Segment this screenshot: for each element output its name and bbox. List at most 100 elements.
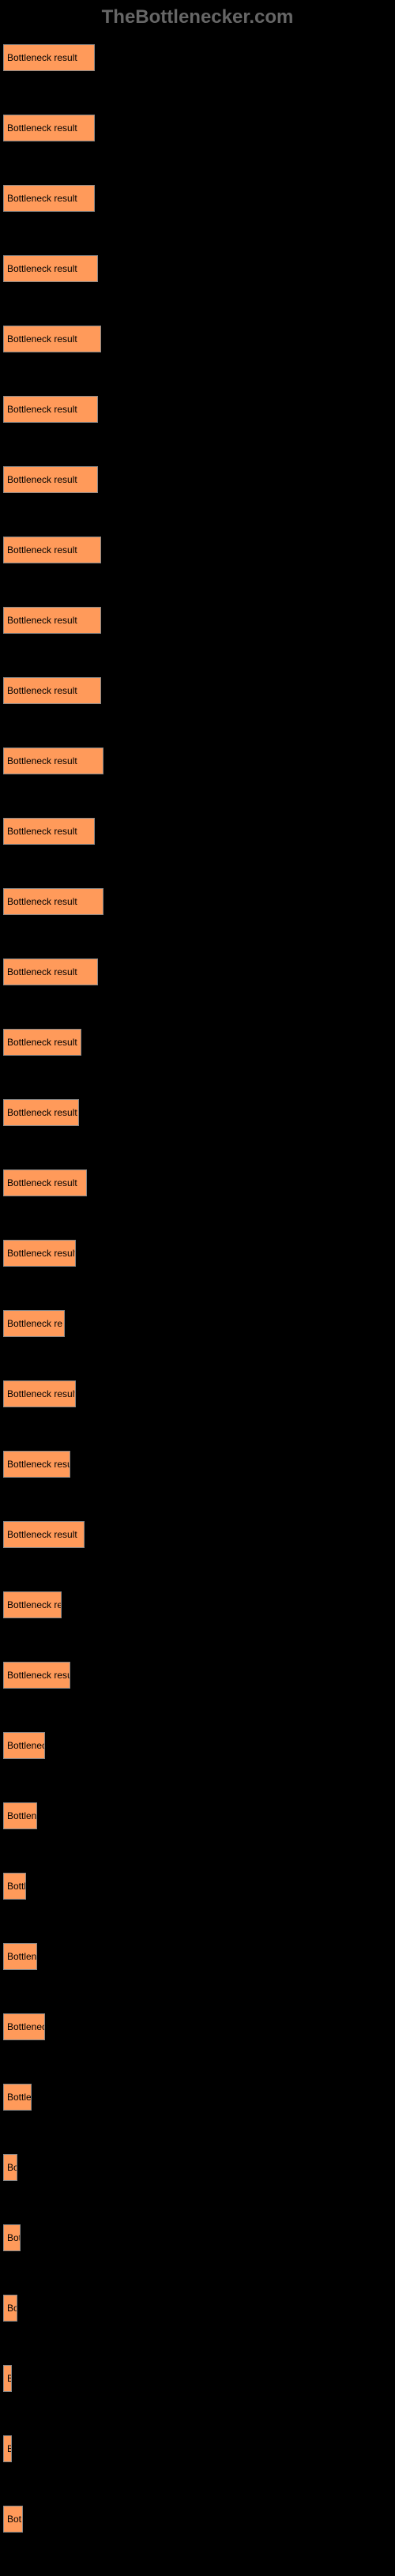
bar-label: Bottleneck result [7,1107,77,1118]
bar-label: Bo [7,2303,17,2314]
bottleneck-bar: Bottleneck result [3,1240,76,1267]
bar-label: Bottleneck result [7,193,77,204]
bar-label: Bottlen [7,1951,36,1962]
bottleneck-bar: Bo [3,2295,17,2322]
bar-row: Bottleneck result [3,958,392,985]
bar-row: B [3,2365,392,2392]
bottleneck-bar: Bottleneck result [3,1029,81,1056]
bottleneck-bar: Bottleneck result [3,958,98,985]
bottleneck-bar: Bottleneck result [3,1521,85,1548]
bottleneck-bar: Bottleneck re [3,1310,65,1337]
bar-row: Bottleneck result [3,1240,392,1267]
bar-label: Bottleneck resu [7,1459,70,1470]
bar-label: Bottleneck result [7,1177,77,1188]
bar-label: Bottleneck result [7,263,77,274]
bottleneck-bar: Bot [3,2224,21,2251]
bar-label: Bottleneck result [7,826,77,837]
bar-row: Bottlenec [3,1732,392,1759]
bottleneck-bar: B [3,2365,12,2392]
bar-row: Bottleneck result [3,1169,392,1196]
bottleneck-bar: Bottleneck result [3,326,101,352]
bottleneck-bar: B [3,2435,12,2462]
bar-row: B [3,2435,392,2462]
bar-row: Bottleneck result [3,888,392,915]
bar-row: Bottleneck result [3,44,392,71]
page-header: TheBottlenecker.com [0,0,395,44]
bottleneck-bar: Bottleneck result [3,185,95,212]
bar-label: Bottleneck result [7,474,77,485]
bar-row: Bottleneck result [3,537,392,563]
bottleneck-bar: Bottleneck result [3,396,98,423]
bar-row: Bottleneck result [3,185,392,212]
bottleneck-bar: Bottleneck resu [3,1451,70,1478]
bottleneck-bar: Bottlenec [3,2013,45,2040]
bar-label: Bottl [7,1881,26,1892]
bottleneck-bar: Bottl [3,1873,26,1900]
bar-label: B [7,2443,12,2454]
bar-label: Bottleneck result [7,966,77,977]
bar-row: Bottle [3,2084,392,2111]
bar-label: Bottle [7,2092,32,2103]
bar-label: Bo [7,2162,17,2173]
bar-row: Bottleneck result [3,607,392,634]
bar-label: Bot [7,2232,21,2243]
bar-label: Bottleneck result [7,544,77,555]
bottleneck-bar: Bottle [3,2084,32,2111]
bar-row: Bottleneck result [3,466,392,493]
bottleneck-bar: Bottleneck result [3,537,101,563]
bottleneck-bar: Bottleneck result [3,748,103,774]
bar-label: Bottlenec [7,1740,45,1751]
bar-label: Bottleneck result [7,333,77,345]
bottleneck-bar: Bottleneck re [3,1591,62,1618]
bar-label: Bottleneck result [7,404,77,415]
bottleneck-bar: Bottleneck result [3,466,98,493]
bottleneck-bar: Bottlen [3,1943,37,1970]
bottleneck-bar: Bottleneck result [3,607,101,634]
bar-row: Bottleneck result [3,748,392,774]
bar-label: Bottleneck result [7,896,77,907]
bar-row: Bottl [3,1873,392,1900]
bottleneck-bar: Bottlenec [3,1732,45,1759]
page-title: TheBottlenecker.com [102,6,294,28]
bar-label: Bottleneck resu [7,1670,70,1681]
bar-label: Bottleneck result [7,1388,76,1399]
bar-row: Bottleneck result [3,1521,392,1548]
bar-row: Bottlenec [3,2013,392,2040]
bar-label: Bottlenec [7,2021,45,2032]
bottleneck-bar: Bottlen [3,1802,37,1829]
bottleneck-bar: Bottleneck result [3,115,95,141]
bar-label: Bottleneck re [7,1599,62,1610]
bottleneck-bar: Bottleneck result [3,255,98,282]
bar-row: Bottleneck re [3,1591,392,1618]
bar-label: Bottleneck result [7,685,77,696]
bar-row: Bottleneck result [3,818,392,845]
bar-label: Bottleneck re [7,1318,62,1329]
bar-row: Bo [3,2154,392,2181]
bar-row: Bottleneck result [3,115,392,141]
bar-row: Bottleneck result [3,1029,392,1056]
bottleneck-bar: Bottleneck result [3,44,95,71]
bottleneck-bar: Bottleneck result [3,677,101,704]
bar-label: Bottleneck result [7,615,77,626]
bar-label: B [7,2373,12,2384]
bar-label: Bottlen [7,1810,36,1821]
bar-row: Bottleneck result [3,1380,392,1407]
bar-row: Bottleneck result [3,255,392,282]
bar-row: Bottleneck resu [3,1451,392,1478]
bar-label: Bottleneck result [7,1529,77,1540]
bottleneck-bar: Bottleneck result [3,1169,87,1196]
bar-label: Bottleneck result [7,52,77,63]
bottleneck-bar: Bottleneck result [3,1380,76,1407]
bar-label: Bottleneck result [7,1248,76,1259]
bar-row: Bottlen [3,1943,392,1970]
bar-label: Bot [7,2514,21,2525]
bar-row: Bot [3,2224,392,2251]
bar-row: Bottlen [3,1802,392,1829]
bar-row: Bottleneck result [3,326,392,352]
bar-label: Bottleneck result [7,1037,77,1048]
bar-row: Bottleneck re [3,1310,392,1337]
bottleneck-bar: Bottleneck result [3,818,95,845]
bottleneck-bar: Bo [3,2154,17,2181]
bar-row: Bo [3,2295,392,2322]
bottleneck-bar: Bottleneck result [3,888,103,915]
